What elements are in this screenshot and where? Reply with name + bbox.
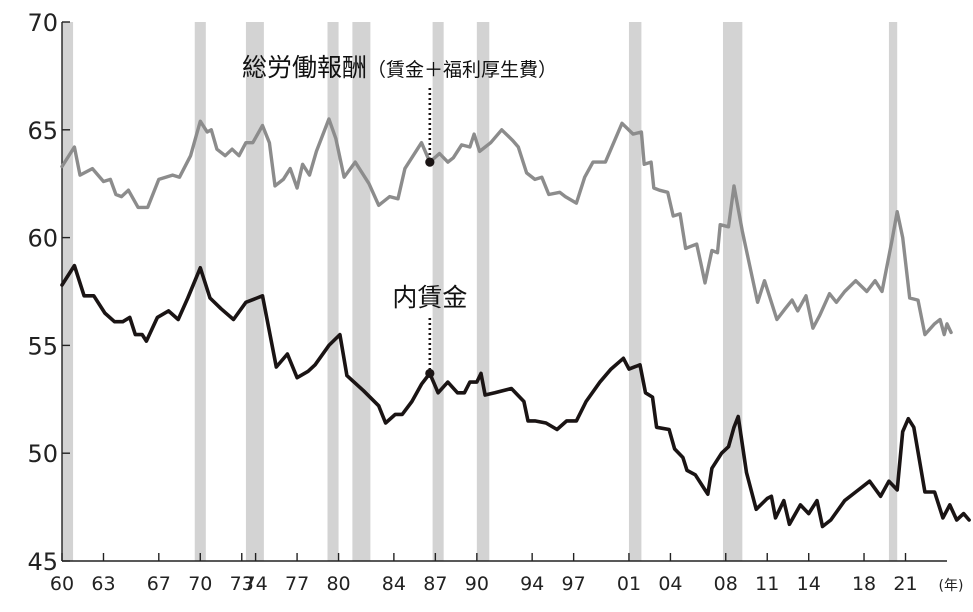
recession-band xyxy=(62,22,74,561)
marker-dot-wages xyxy=(425,368,435,379)
x-tick-label: 60 xyxy=(50,573,74,595)
recession-band xyxy=(722,22,743,561)
series-label-main: 総労働報酬 xyxy=(242,53,367,82)
x-tick-label: 80 xyxy=(326,573,350,595)
x-tick-label: 84 xyxy=(382,573,406,595)
recession-band xyxy=(432,22,444,561)
x-tick-label: 01 xyxy=(617,573,641,595)
series-line-0 xyxy=(60,117,953,337)
x-tick-label: 97 xyxy=(562,573,586,595)
series-label-suffix: （賃金＋福利厚生費） xyxy=(367,59,557,81)
series-line-1 xyxy=(60,263,971,529)
x-tick-label: 94 xyxy=(520,573,544,595)
y-tick-label: 60 xyxy=(27,225,58,253)
recession-band xyxy=(888,22,898,561)
annotations: 総労働報酬（賃金＋福利厚生費） 内賃金 xyxy=(242,53,557,379)
y-tick-label: 70 xyxy=(27,9,58,37)
recession-band xyxy=(327,22,339,561)
recession-band xyxy=(476,22,490,561)
recession-bands xyxy=(62,22,898,561)
y-tick-label: 65 xyxy=(27,117,58,145)
recession-band xyxy=(352,22,371,561)
x-tick-label: 14 xyxy=(797,573,821,595)
x-tick-label: 73 xyxy=(230,573,254,595)
recession-band xyxy=(628,22,642,561)
x-tick-label: 74 xyxy=(244,573,268,595)
recession-band xyxy=(245,22,264,561)
x-tick-label: 18 xyxy=(852,573,876,595)
y-tick-label: 50 xyxy=(27,440,58,468)
series-label-total-compensation: 総労働報酬（賃金＋福利厚生費） xyxy=(242,53,557,82)
x-tick-label: 11 xyxy=(755,573,779,595)
marker-dot-total-compensation xyxy=(425,157,435,167)
x-tick-label: 77 xyxy=(285,573,309,595)
y-tick-label: 45 xyxy=(27,548,58,576)
x-tick-label: 87 xyxy=(423,573,447,595)
recession-band xyxy=(194,22,206,561)
x-tick-label: 21 xyxy=(893,573,917,595)
x-tick-label: 90 xyxy=(465,573,489,595)
y-tick-label: 55 xyxy=(27,332,58,360)
x-tick-label: 70 xyxy=(188,573,212,595)
x-axis-unit: (年) xyxy=(939,578,964,594)
x-tick-label: 04 xyxy=(658,573,682,595)
x-tick-label: 67 xyxy=(147,573,171,595)
x-tick-label: 63 xyxy=(91,573,115,595)
series-label-wages: 内賃金 xyxy=(392,283,467,312)
x-tick-label: 08 xyxy=(714,573,738,595)
series-lines xyxy=(60,117,971,529)
